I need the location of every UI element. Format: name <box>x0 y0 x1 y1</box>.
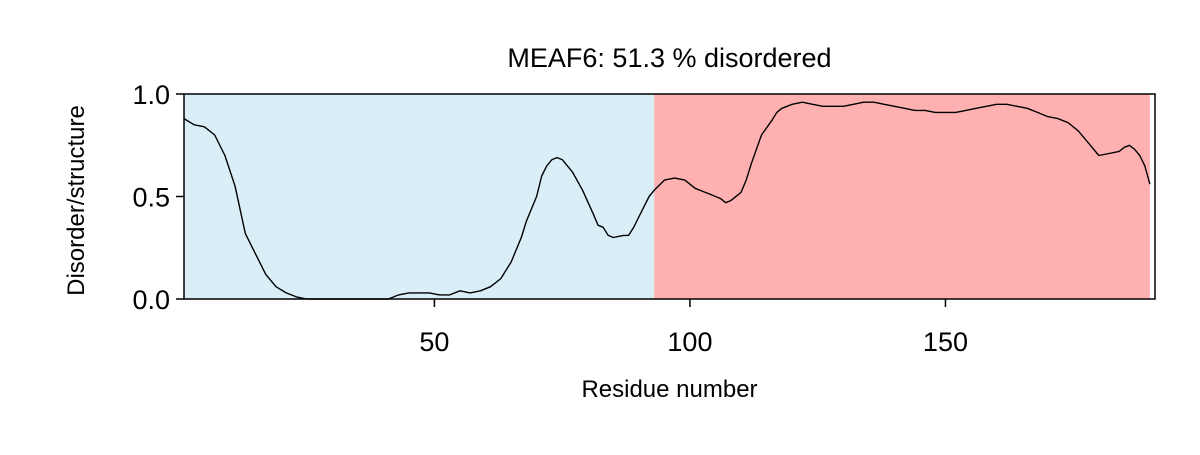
region-disordered <box>654 94 1150 299</box>
y-tick-label: 1.0 <box>132 80 170 110</box>
x-tick-label: 150 <box>923 327 968 357</box>
x-tick-label: 100 <box>667 327 712 357</box>
x-axis: 50 100 150 <box>419 299 968 357</box>
y-tick-label: 0.5 <box>132 183 170 213</box>
x-tick-label: 50 <box>419 327 449 357</box>
region-layer <box>184 94 1150 299</box>
region-ordered <box>184 94 655 299</box>
chart-title: MEAF6: 51.3 % disordered <box>507 43 831 73</box>
y-axis: 0.0 0.5 1.0 <box>132 80 184 315</box>
y-tick-label: 0.0 <box>132 285 170 315</box>
y-axis-label: Disorder/structure <box>63 105 90 296</box>
x-axis-label: Residue number <box>581 376 757 403</box>
